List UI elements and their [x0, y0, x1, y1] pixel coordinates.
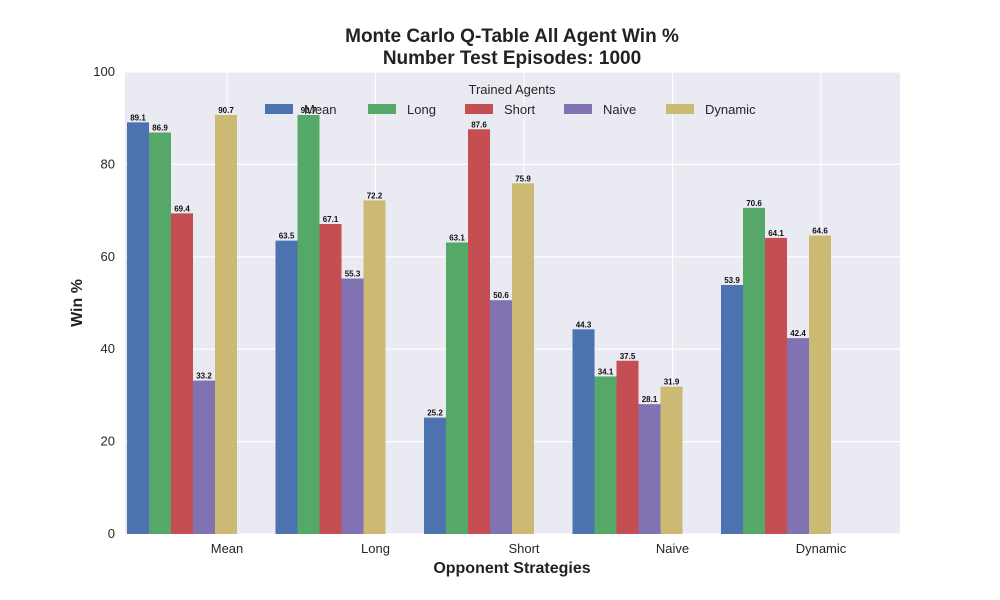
- bar: [319, 223, 342, 535]
- legend-title: Trained Agents: [469, 82, 556, 97]
- legend-swatch: [368, 104, 396, 114]
- data-label: 64.1: [768, 229, 784, 238]
- series-mean: 89.1 63.5 25.2 44.3 53.9: [127, 113, 743, 534]
- data-label: 50.6: [493, 291, 509, 300]
- legend-label: Naive: [603, 102, 636, 117]
- bar: [594, 376, 617, 534]
- legend: Trained Agents Mean Long Short Naive Dynamic: [265, 82, 756, 117]
- bar: [512, 183, 534, 535]
- data-label: 67.1: [323, 215, 339, 224]
- bar: [743, 207, 765, 534]
- x-tick-label: Mean: [211, 541, 244, 556]
- plot-area: 0 20 40 60 80 100 89.1 63.5 25.2 44.3 53.9 86.9 90.7…: [93, 64, 900, 556]
- y-tick-label: 60: [101, 249, 115, 264]
- y-tick-label: 80: [101, 156, 115, 171]
- bar: [341, 278, 364, 534]
- legend-swatch: [666, 104, 694, 114]
- bar: [787, 338, 809, 534]
- legend-swatch: [564, 104, 592, 114]
- bar: [215, 114, 237, 534]
- data-label: 87.6: [471, 120, 487, 129]
- data-label: 44.3: [576, 320, 592, 329]
- data-label: 89.1: [130, 113, 146, 122]
- bar: [572, 329, 595, 534]
- bar: [490, 300, 512, 534]
- y-tick-label: 40: [101, 341, 115, 356]
- data-label: 28.1: [642, 395, 658, 404]
- data-label: 42.4: [790, 329, 806, 338]
- bar: [468, 129, 490, 534]
- data-label: 90.7: [301, 106, 317, 115]
- data-label: 33.2: [196, 372, 212, 381]
- legend-swatch: [265, 104, 293, 114]
- bar: [363, 200, 386, 534]
- data-label: 64.6: [812, 227, 828, 236]
- bar: [275, 240, 298, 534]
- legend-swatch: [465, 104, 493, 114]
- data-label: 31.9: [664, 378, 680, 387]
- y-axis-label: Win %: [69, 279, 86, 327]
- data-label: 69.4: [174, 204, 190, 213]
- bar: [765, 237, 787, 534]
- chart-subtitle: Number Test Episodes: 1000: [383, 48, 641, 69]
- bar: [297, 114, 320, 534]
- y-tick-label: 20: [101, 434, 115, 449]
- data-label: 72.2: [367, 191, 383, 200]
- data-label: 70.6: [746, 199, 762, 208]
- legend-label: Long: [407, 102, 436, 117]
- x-tick-label: Naive: [656, 541, 689, 556]
- data-label: 90.7: [218, 106, 234, 115]
- data-label: 53.9: [724, 276, 740, 285]
- data-label: 55.3: [345, 270, 361, 279]
- x-tick-label: Dynamic: [796, 541, 847, 556]
- data-label: 86.9: [152, 124, 168, 133]
- bar: [809, 235, 831, 534]
- data-label: 34.1: [598, 367, 614, 376]
- bar: [424, 417, 446, 534]
- data-label: 37.5: [620, 352, 636, 361]
- y-tick-label: 100: [93, 64, 115, 79]
- bar: [638, 404, 661, 534]
- data-label: 25.2: [427, 409, 443, 418]
- bar: [127, 122, 149, 534]
- series-naive: 33.2 55.3 50.6 28.1 42.4: [193, 270, 809, 534]
- legend-label: Dynamic: [705, 102, 756, 117]
- y-tick-label: 0: [108, 526, 115, 541]
- x-axis-label: Opponent Strategies: [433, 560, 590, 577]
- bar: [616, 360, 639, 534]
- data-label: 75.9: [515, 174, 531, 183]
- bar: [193, 380, 215, 534]
- x-tick-label: Long: [361, 541, 390, 556]
- legend-label: Short: [504, 102, 535, 117]
- bar: [446, 242, 468, 534]
- legend-label: Mean: [304, 102, 337, 117]
- data-label: 63.5: [279, 232, 295, 241]
- series-dynamic: 90.7 72.2 75.9 31.9 64.6: [215, 106, 831, 535]
- series-short: 69.4 67.1 87.6 37.5 64.1: [171, 120, 787, 535]
- series-long: 86.9 90.7 63.1 34.1 70.6: [149, 106, 765, 534]
- x-tick-label: Short: [508, 541, 539, 556]
- chart-title: Monte Carlo Q-Table All Agent Win %: [345, 26, 679, 47]
- bar: [149, 132, 171, 534]
- bar: [721, 284, 743, 534]
- bar: [660, 386, 683, 534]
- bar: [171, 213, 193, 534]
- data-label: 63.1: [449, 233, 465, 242]
